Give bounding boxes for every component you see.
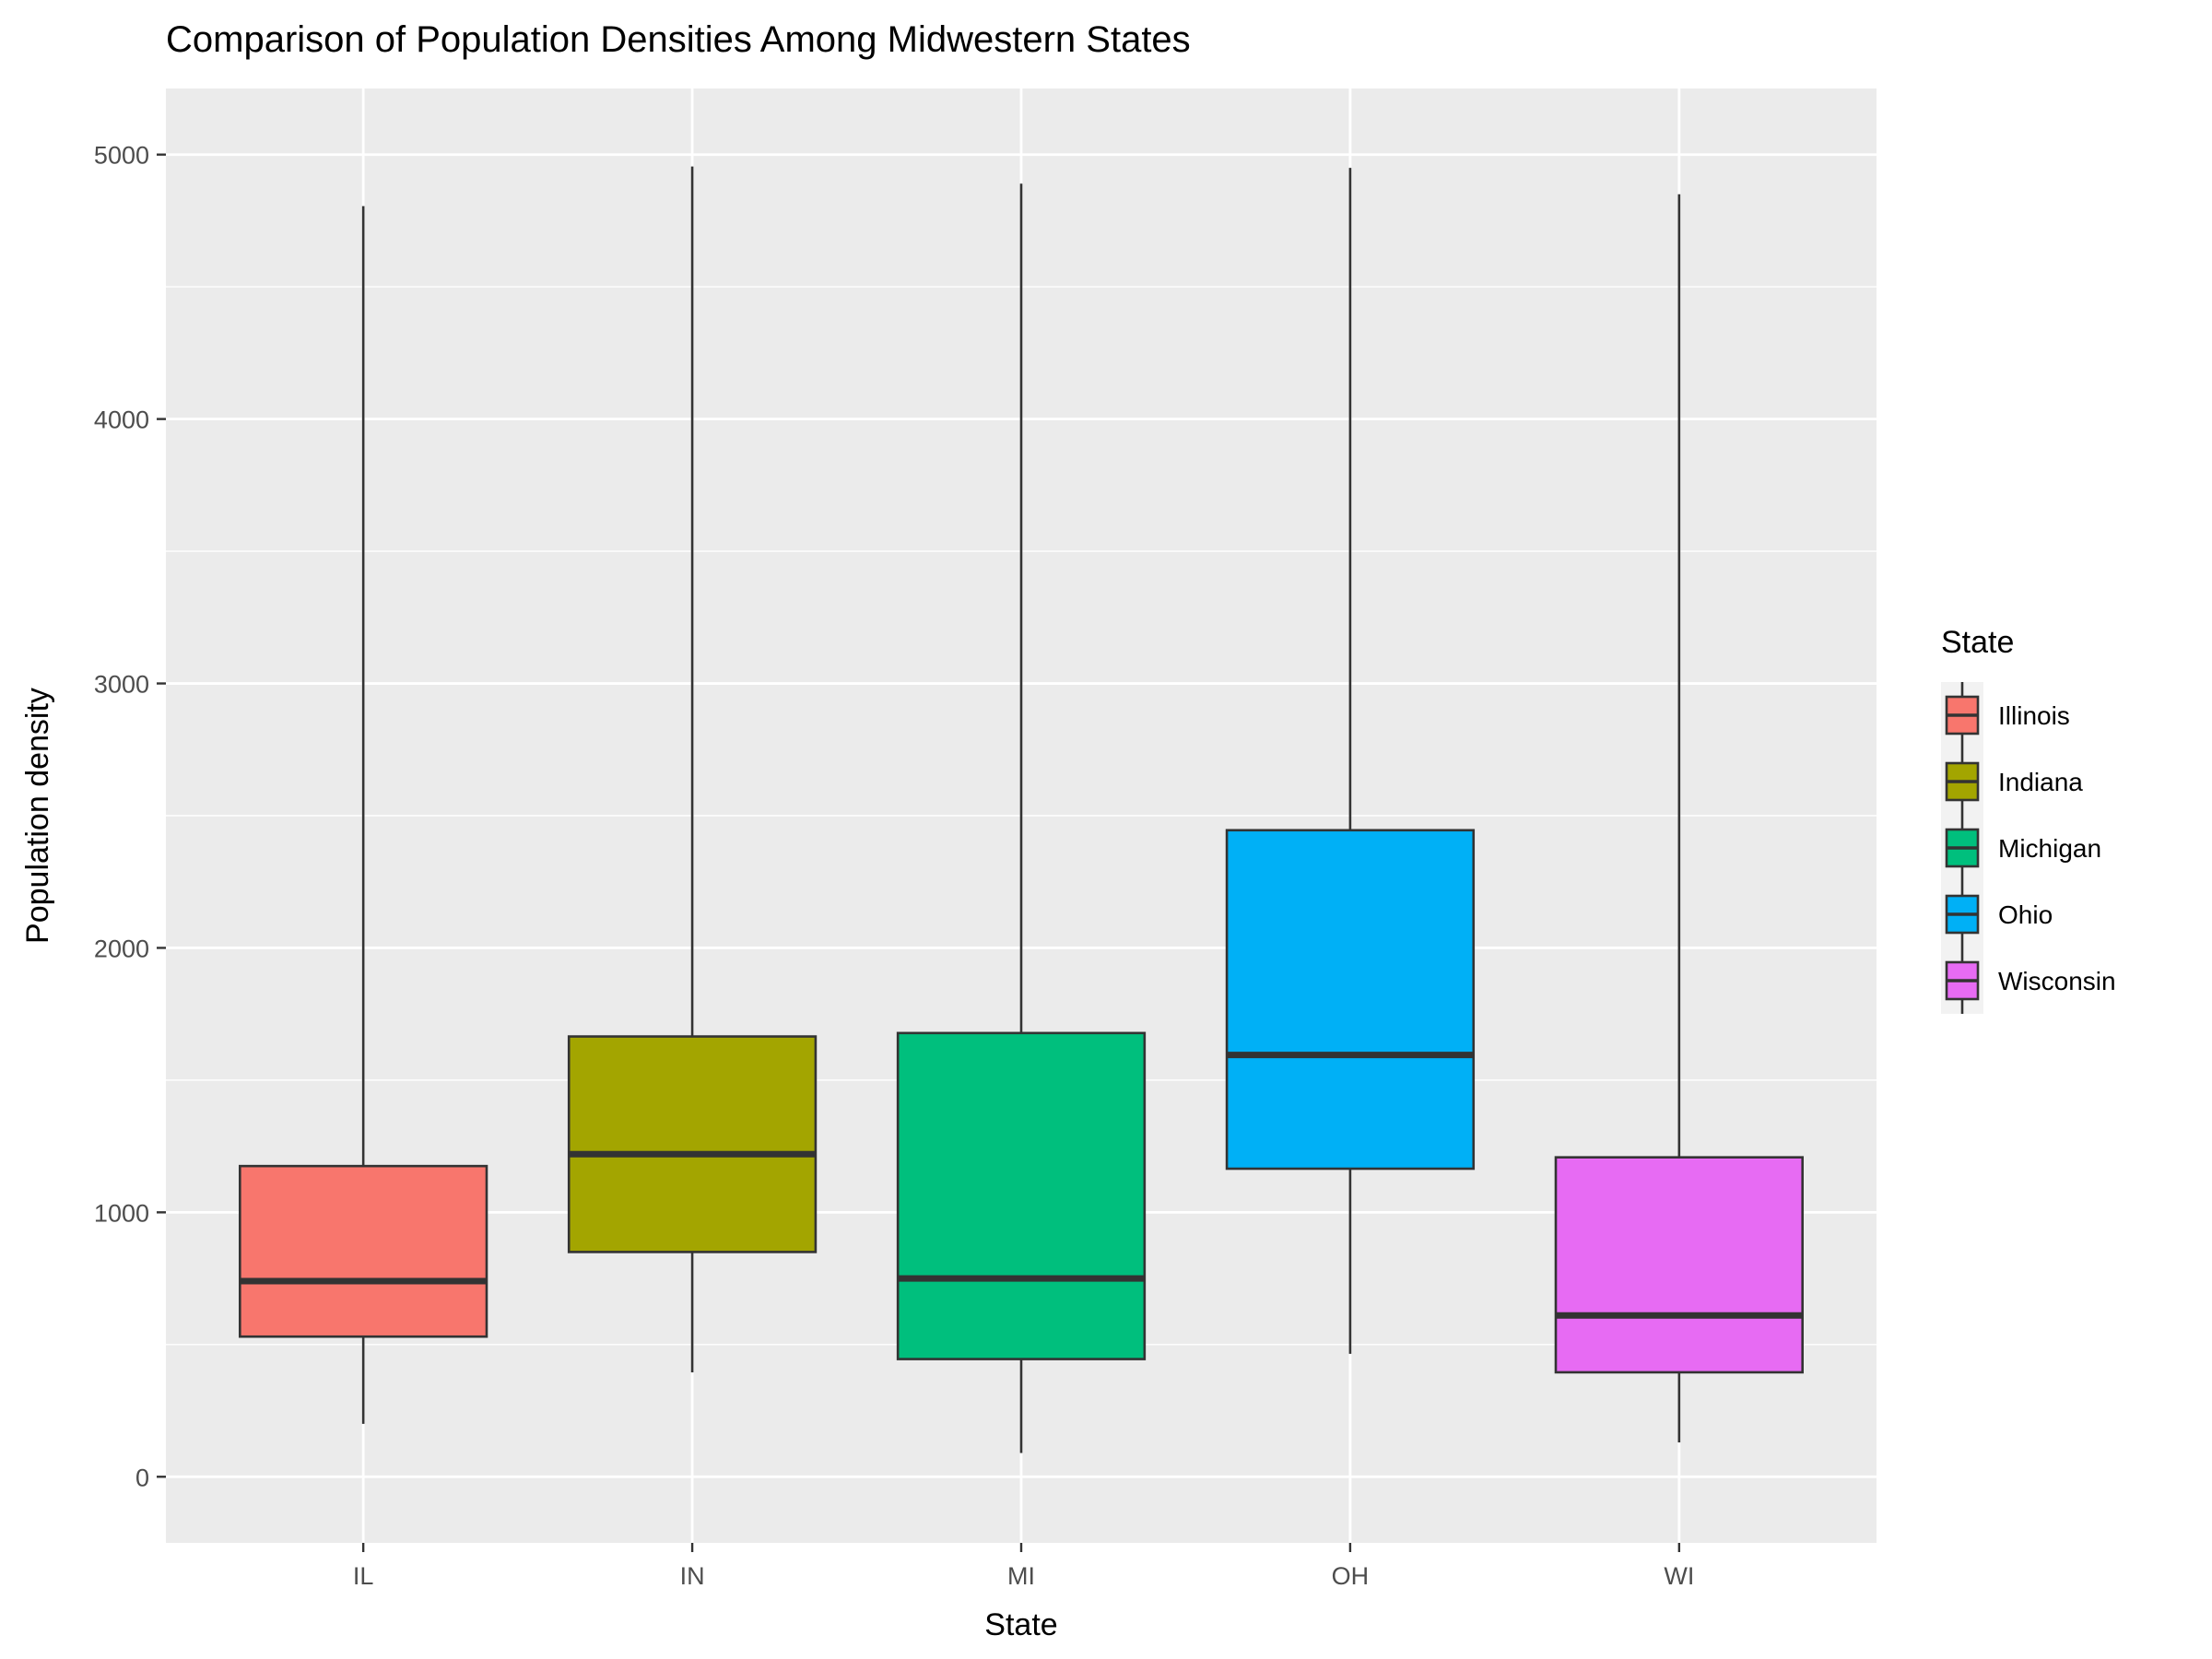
- box-in: [567, 166, 818, 1372]
- y-tick-label: 1000: [94, 1199, 149, 1227]
- legend-label: Michigan: [1998, 834, 2101, 863]
- box-il: [239, 206, 488, 1424]
- x-axis-title: State: [984, 1607, 1057, 1642]
- legend-label: Indiana: [1998, 768, 2083, 796]
- boxes: [239, 166, 1804, 1453]
- x-tick-label: MI: [1007, 1562, 1035, 1590]
- box-body: [567, 1035, 818, 1253]
- y-tick-label: 4000: [94, 406, 149, 434]
- legend-item-illinois: Illinois: [1945, 682, 2070, 748]
- chart-title: Comparison of Population Densities Among…: [166, 19, 1191, 60]
- legend-item-michigan: Michigan: [1945, 815, 2101, 881]
- y-tick-label: 3000: [94, 671, 149, 699]
- x-tick-label: IN: [680, 1562, 705, 1590]
- legend-item-ohio: Ohio: [1945, 881, 2053, 947]
- y-axis-title: Population density: [20, 688, 55, 944]
- legend: State Illinois Indiana Michigan Ohio Wiscons…: [1941, 625, 2116, 1014]
- x-tick-label: IL: [353, 1562, 374, 1590]
- legend-title: State: [1941, 625, 2014, 660]
- box-body: [896, 1031, 1147, 1360]
- legend-item-indiana: Indiana: [1945, 748, 2083, 815]
- x-axis: IL IN MI OH WI: [353, 1543, 1694, 1590]
- legend-item-wisconsin: Wisconsin: [1945, 947, 2116, 1014]
- box-body: [239, 1164, 488, 1338]
- box-oh: [1225, 168, 1476, 1354]
- box-wi: [1554, 194, 1804, 1442]
- y-tick-label: 2000: [94, 935, 149, 962]
- x-tick-label: OH: [1332, 1562, 1370, 1590]
- y-axis: 0 1000 2000 3000 4000 5000: [94, 142, 166, 1491]
- y-tick-label: 5000: [94, 142, 149, 170]
- y-tick-label: 0: [135, 1464, 149, 1491]
- legend-label: Ohio: [1998, 900, 2053, 929]
- legend-label: Illinois: [1998, 701, 2070, 730]
- box-mi: [896, 183, 1147, 1453]
- x-tick-label: WI: [1664, 1562, 1694, 1590]
- box-body: [1225, 829, 1476, 1171]
- box-body: [1554, 1156, 1804, 1374]
- legend-label: Wisconsin: [1998, 967, 2116, 995]
